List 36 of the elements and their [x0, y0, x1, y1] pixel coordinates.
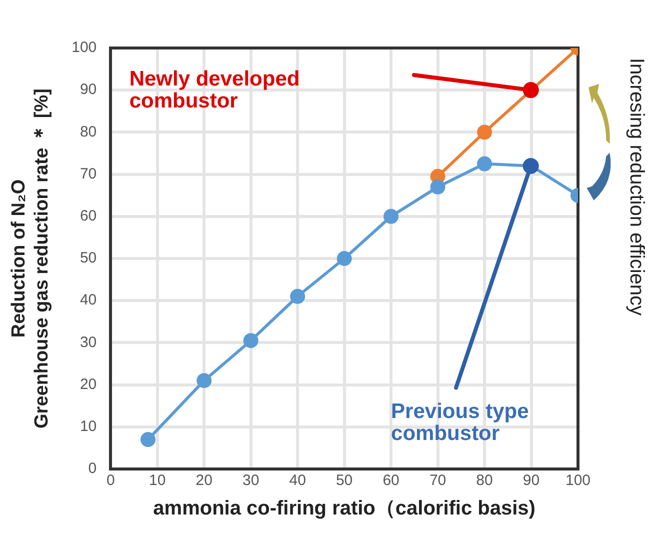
point [243, 333, 258, 348]
y-tick-label: 60 [80, 208, 97, 225]
point [384, 208, 399, 224]
y-tick-label: 70 [80, 165, 97, 182]
annotation: Newly developed combustor [129, 67, 300, 112]
point [336, 251, 352, 266]
y-tick-label: 50 [80, 250, 97, 267]
x-tick-label: 100 [565, 472, 591, 490]
x-axis-title: ammonia co-firing ratio（calorific basis) [153, 498, 536, 520]
point [290, 288, 306, 304]
x-tick-label: 90 [522, 472, 540, 490]
x-tick-label: 0 [106, 472, 115, 490]
y-tick-label: 10 [80, 418, 97, 436]
point [430, 179, 446, 194]
x-tick-label: 40 [289, 472, 306, 490]
x-tick-label: 30 [242, 472, 260, 490]
point [477, 156, 492, 172]
y-tick-label: 100 [72, 39, 97, 56]
point [196, 373, 212, 388]
y-tick-label: 30 [80, 334, 97, 351]
point [140, 432, 156, 448]
x-tick-label: 50 [336, 472, 353, 490]
annotation: Previous type combustor [391, 400, 529, 445]
x-tick-label: 70 [429, 472, 446, 490]
point [477, 124, 492, 140]
x-tick-label: 20 [196, 472, 212, 490]
y-tick-label: 20 [80, 376, 97, 393]
y-axis-title: Reduction of N₂O Greenhouse gas reduction rate ＊ [%] [8, 88, 52, 428]
y-tick-label: 90 [80, 81, 97, 98]
x-tick-label: 80 [476, 472, 493, 490]
y-tick-label: 0 [88, 460, 97, 478]
y-tick-label: 40 [80, 292, 97, 309]
x-tick-label: 60 [382, 472, 400, 490]
text: Incresing reduction efficiency [625, 58, 648, 316]
x-tick-label: 10 [149, 472, 166, 490]
y-tick-label: 80 [80, 123, 97, 140]
